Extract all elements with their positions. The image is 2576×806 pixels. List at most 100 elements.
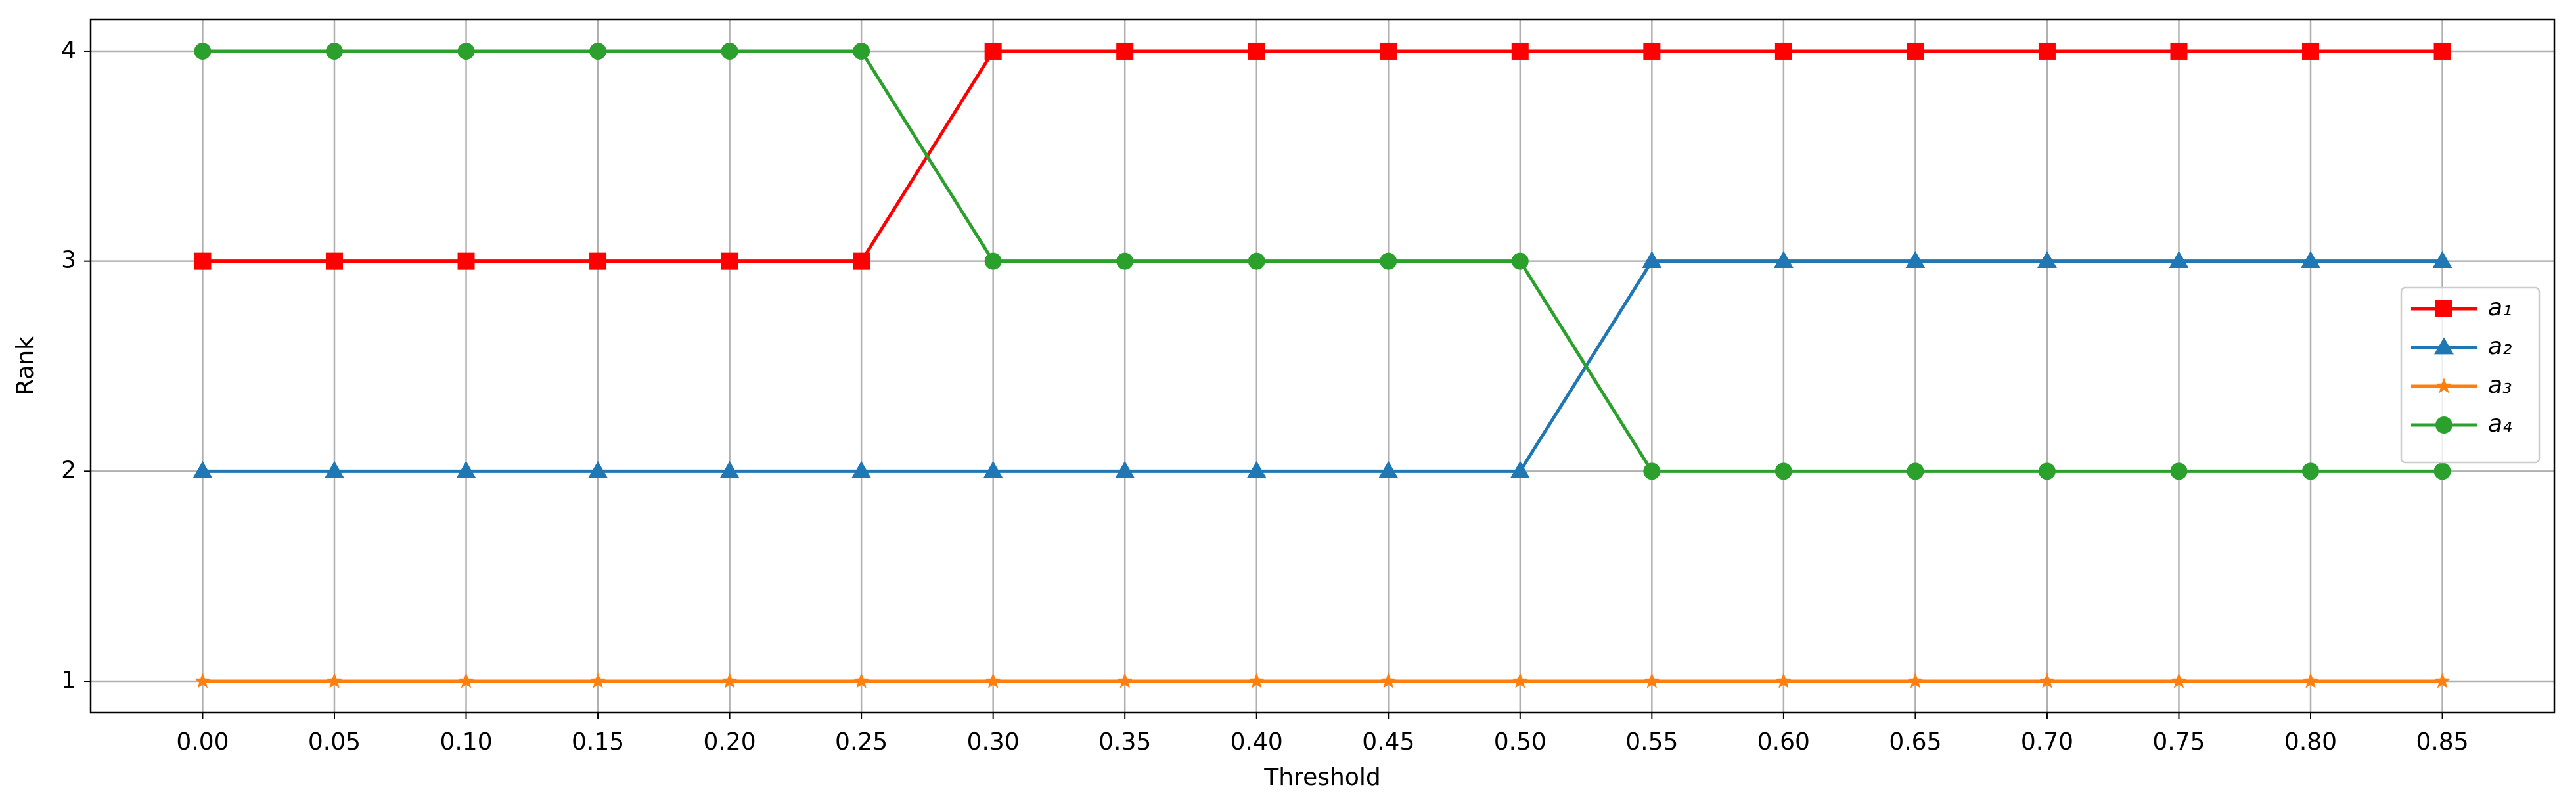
y-tick-label: 4 (61, 37, 76, 64)
marker (2171, 673, 2187, 688)
x-tick-label: 0.40 (1231, 728, 1283, 755)
legend-label: a₂ (2488, 333, 2512, 360)
marker (458, 673, 474, 688)
marker (194, 42, 212, 60)
marker (457, 42, 475, 60)
y-tick-label: 1 (61, 667, 76, 694)
plot-frame (89, 18, 2556, 714)
marker (2038, 42, 2056, 60)
x-axis-label: Threshold (1263, 764, 1380, 791)
marker (1380, 252, 1397, 270)
marker (1512, 673, 1529, 688)
marker (1248, 42, 1265, 60)
x-tick-label: 0.55 (1625, 728, 1678, 755)
marker (2434, 673, 2451, 688)
marker (2302, 673, 2319, 688)
marker (588, 460, 608, 478)
marker (1642, 251, 1662, 269)
x-tick-label: 0.70 (2021, 728, 2073, 755)
x-tick-label: 0.30 (967, 728, 1020, 755)
marker (853, 252, 870, 270)
marker (721, 252, 738, 270)
marker (192, 460, 213, 478)
marker (2432, 251, 2452, 269)
marker (984, 252, 1002, 270)
x-tick-label: 0.15 (572, 728, 624, 755)
marker (983, 460, 1003, 478)
x-tick-label: 0.20 (704, 728, 756, 755)
marker (2302, 462, 2320, 480)
marker (1115, 460, 1135, 478)
y-tick-label: 3 (61, 247, 76, 274)
marker (2302, 42, 2320, 60)
legend-label: a₃ (2488, 372, 2512, 399)
marker (2433, 462, 2451, 480)
marker (1116, 252, 1134, 270)
marker (719, 460, 740, 478)
marker (1116, 42, 1134, 60)
marker (325, 460, 344, 478)
marker (721, 42, 738, 60)
legend-label: a₁ (2488, 294, 2512, 321)
x-tick-label: 0.10 (440, 728, 492, 755)
marker (721, 673, 738, 688)
series-line (202, 49, 2443, 263)
legend-label: a₄ (2488, 411, 2512, 437)
marker (589, 673, 606, 688)
series-line (202, 49, 2443, 473)
marker (1378, 460, 1399, 478)
x-tick-label: 0.65 (1889, 728, 1941, 755)
marker (326, 673, 343, 688)
marker (1643, 42, 1661, 60)
x-tick-label: 0.80 (2284, 728, 2337, 755)
x-tick-label: 0.05 (308, 728, 361, 755)
x-tick-label: 0.50 (1494, 728, 1547, 755)
x-tick-label: 0.75 (2152, 728, 2205, 755)
marker (1116, 673, 1133, 688)
marker (456, 460, 476, 478)
marker (1774, 42, 1792, 60)
x-tick-label: 0.85 (2416, 728, 2468, 755)
x-tick-label: 0.35 (1098, 728, 1151, 755)
marker (1510, 460, 1530, 478)
marker (1248, 673, 1265, 688)
marker (1380, 42, 1397, 60)
marker (2169, 251, 2189, 269)
x-tick-label: 0.25 (835, 728, 888, 755)
marker (1775, 673, 1792, 688)
marker (2039, 673, 2056, 688)
marker (1907, 673, 1924, 688)
x-tick-label: 0.00 (176, 728, 229, 755)
marker (1511, 42, 1529, 60)
marker (1643, 462, 1661, 480)
marker (2170, 42, 2188, 60)
x-tick-label: 0.60 (1757, 728, 1810, 755)
marker (1511, 252, 1529, 270)
marker (1643, 673, 1660, 688)
marker (2435, 416, 2452, 434)
marker (985, 673, 1002, 688)
marker (1246, 460, 1267, 478)
legend-frame (2400, 286, 2541, 464)
marker (194, 252, 212, 270)
marker (2170, 462, 2188, 480)
marker (2037, 251, 2057, 269)
marker (457, 252, 475, 270)
marker (851, 460, 872, 478)
marker (1248, 252, 1265, 270)
marker (325, 42, 343, 60)
series-line (202, 259, 2443, 473)
marker (2435, 300, 2452, 317)
marker (1380, 673, 1397, 688)
marker (589, 42, 607, 60)
marker (1907, 462, 1924, 480)
marker (2038, 462, 2056, 480)
marker (1774, 462, 1792, 480)
marker (325, 252, 343, 270)
marker (2301, 251, 2320, 269)
marker (1905, 251, 1926, 269)
y-tick-label: 2 (61, 457, 76, 483)
marker (984, 42, 1002, 60)
